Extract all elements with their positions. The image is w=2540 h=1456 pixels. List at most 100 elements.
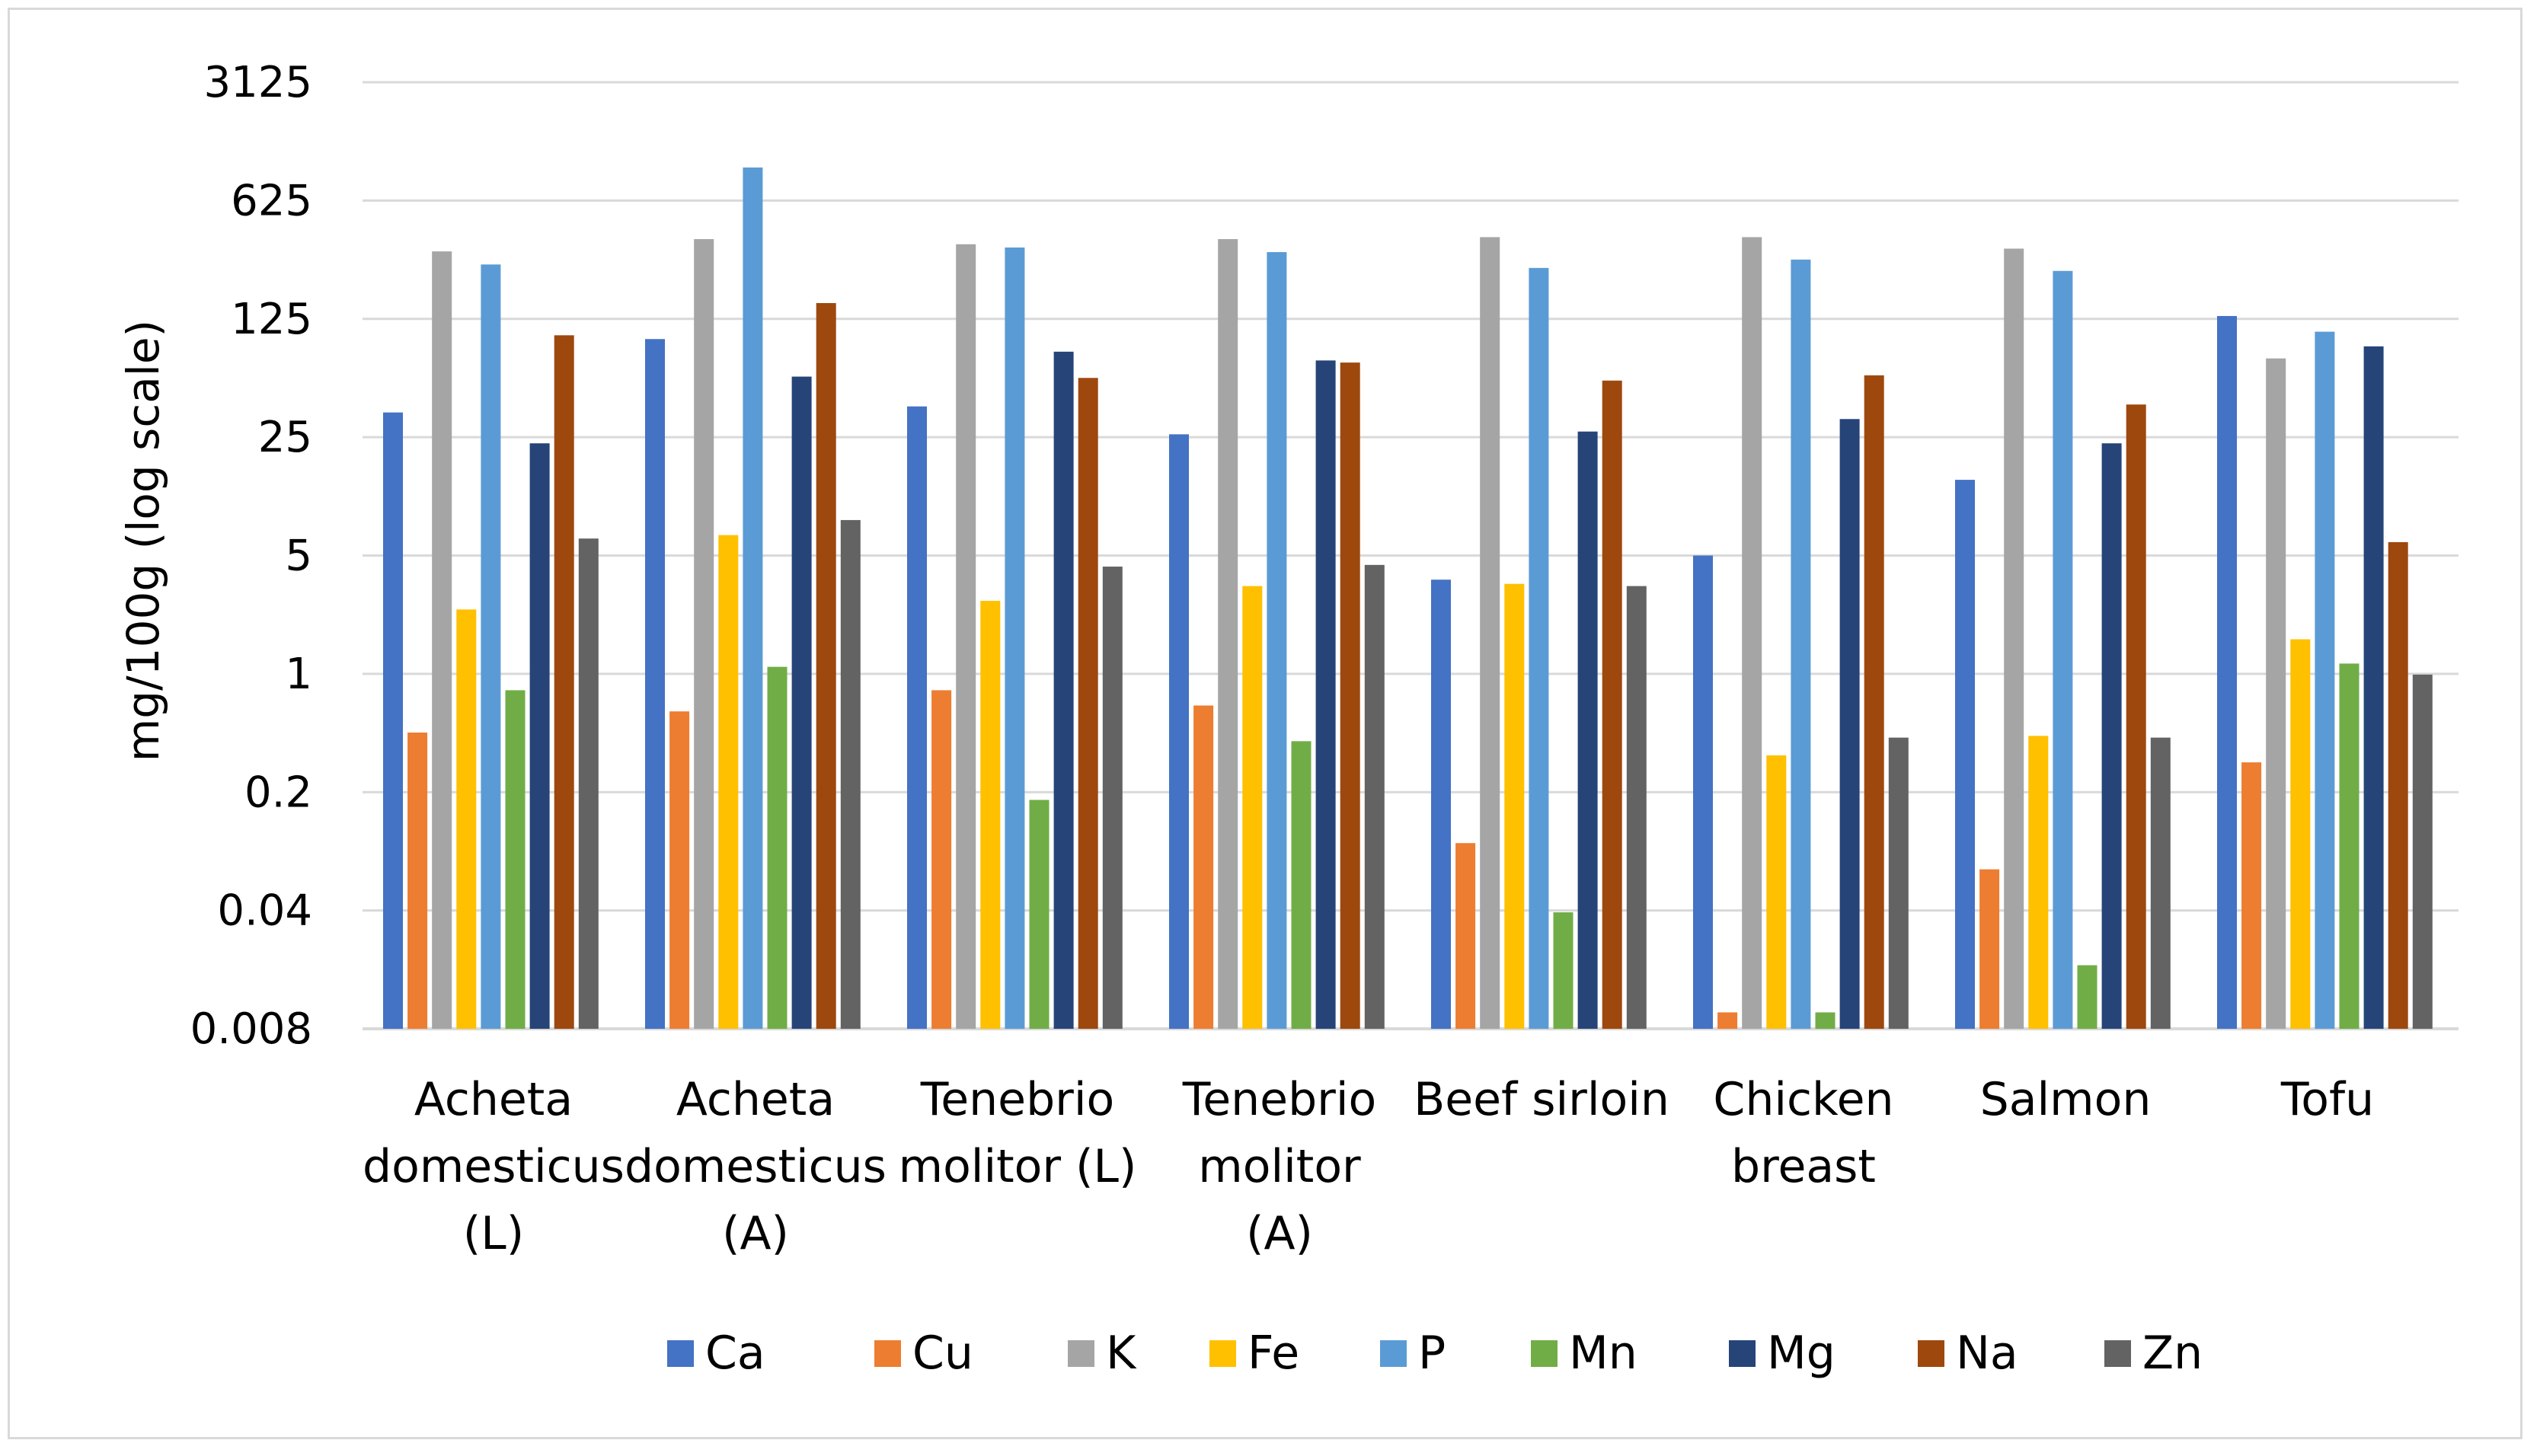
y-tick-label: 125: [231, 295, 312, 344]
category-label: Acheta: [414, 1073, 573, 1126]
bar-mg: [2363, 346, 2384, 1030]
legend-label: Fe: [1248, 1327, 1299, 1380]
bar-k: [1742, 237, 1762, 1029]
category-label: domesticus: [625, 1140, 887, 1193]
bar-mg: [1577, 431, 1598, 1029]
bar-fe: [1766, 755, 1787, 1029]
bar-p: [743, 167, 763, 1029]
bar-zn: [1102, 567, 1123, 1029]
bar-mg: [2101, 443, 2122, 1029]
bar-cu: [669, 711, 690, 1029]
bar-ca: [2217, 315, 2237, 1029]
bar-mg: [529, 443, 550, 1029]
bar-fe: [2028, 736, 2049, 1029]
y-tick-labels: 0.008 0.04 0.2 1 5 25 125 625 3125: [190, 58, 312, 1054]
bar-zn: [840, 519, 861, 1029]
category-label: Tofu: [2280, 1073, 2374, 1126]
bar-fe: [456, 609, 477, 1029]
bar-mg: [791, 376, 812, 1029]
legend-label: Mn: [1569, 1327, 1637, 1380]
bar-na: [2126, 404, 2146, 1029]
bar-fe: [2290, 639, 2311, 1029]
bars: [383, 167, 2433, 1030]
legend-label: Zn: [2142, 1327, 2203, 1380]
bar-na: [2388, 541, 2408, 1029]
bar-p: [1005, 247, 1025, 1029]
legend-label: Mg: [1767, 1327, 1836, 1380]
y-tick-label: 0.008: [190, 1004, 312, 1054]
legend: Ca Cu K Fe P Mn Mg Na Zn: [667, 1327, 2203, 1380]
bar-p: [2315, 331, 2335, 1030]
bar-fe: [1242, 586, 1263, 1029]
legend-swatch: [1729, 1340, 1756, 1367]
bar-mn: [1553, 912, 1574, 1029]
bar-fe: [1504, 583, 1525, 1029]
bar-k: [1480, 237, 1500, 1029]
legend-swatch: [874, 1340, 901, 1367]
bar-ca: [1955, 480, 1975, 1029]
bar-cu: [1717, 1012, 1738, 1029]
bar-mn: [1291, 741, 1312, 1029]
bar-mg: [1839, 419, 1860, 1029]
bar-k: [1218, 238, 1238, 1029]
bar-k: [2266, 358, 2286, 1029]
category-label: Tenebrio: [920, 1073, 1114, 1126]
category-label: (A): [1246, 1207, 1313, 1260]
category-label: Tenebrio: [1182, 1073, 1376, 1126]
bar-cu: [2241, 762, 2262, 1029]
legend-label: K: [1106, 1327, 1137, 1380]
legend-swatch: [1068, 1340, 1094, 1367]
bar-mn: [767, 666, 788, 1029]
legend-swatch: [667, 1340, 694, 1367]
bar-zn: [1888, 737, 1909, 1029]
bar-na: [1864, 375, 1884, 1029]
bar-mg: [1315, 360, 1336, 1030]
bar-p: [481, 264, 501, 1029]
y-axis-title: mg/100g (log scale): [117, 320, 169, 762]
bar-cu: [931, 690, 952, 1029]
bar-zn: [2412, 674, 2433, 1029]
bar-fe: [718, 535, 739, 1029]
category-label: (L): [463, 1207, 524, 1260]
bar-p: [1267, 252, 1287, 1030]
bar-mn: [505, 690, 526, 1029]
y-tick-label: 25: [258, 413, 312, 462]
y-tick-label: 3125: [203, 58, 312, 107]
bar-p: [1529, 267, 1549, 1029]
legend-swatch: [1531, 1340, 1558, 1367]
bar-ca: [907, 406, 927, 1029]
bar-ca: [1169, 434, 1189, 1029]
legend-label: Cu: [912, 1327, 973, 1380]
bar-p: [1791, 259, 1811, 1029]
bar-na: [1078, 378, 1098, 1029]
legend-label: Na: [1956, 1327, 2018, 1380]
legend-swatch: [1380, 1340, 1407, 1367]
legend-label: Ca: [705, 1327, 765, 1380]
bar-mg: [1053, 351, 1074, 1029]
y-tick-label: 0.2: [244, 768, 312, 817]
bar-zn: [1626, 586, 1647, 1029]
bar-ca: [383, 412, 403, 1029]
y-tick-label: 625: [231, 176, 312, 225]
bar-mn: [2077, 965, 2097, 1029]
category-label: breast: [1731, 1140, 1876, 1193]
category-labels: Acheta domesticus (L) Acheta domesticus (A) Te…: [363, 1073, 2374, 1260]
category-label: molitor (L): [899, 1140, 1137, 1193]
bar-zn: [578, 538, 599, 1029]
legend-label: P: [1418, 1327, 1446, 1380]
bar-k: [2004, 248, 2024, 1029]
category-label: Chicken: [1713, 1073, 1893, 1126]
bar-ca: [1431, 580, 1451, 1029]
bar-na: [1602, 380, 1622, 1029]
bar-k: [956, 244, 976, 1029]
category-label: (A): [722, 1207, 789, 1260]
bar-zn: [1364, 564, 1385, 1029]
bar-ca: [645, 339, 665, 1029]
bar-cu: [1979, 869, 2000, 1029]
bar-na: [554, 335, 574, 1030]
category-label: Beef sirloin: [1414, 1073, 1669, 1126]
bar-p: [2053, 270, 2073, 1030]
bar-cu: [1455, 843, 1476, 1029]
legend-swatch: [1918, 1340, 1944, 1367]
